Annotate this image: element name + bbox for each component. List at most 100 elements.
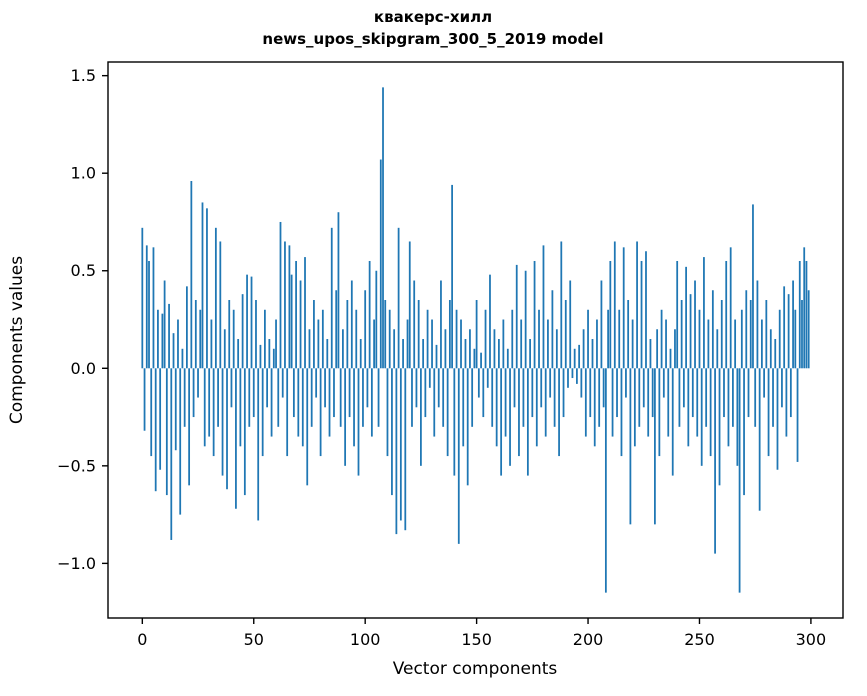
bar bbox=[703, 257, 705, 369]
bar bbox=[259, 344, 262, 369]
bar bbox=[437, 368, 440, 408]
bar bbox=[502, 319, 505, 369]
bar bbox=[165, 368, 168, 496]
bar bbox=[544, 368, 547, 437]
bar bbox=[319, 368, 322, 457]
bar bbox=[382, 87, 384, 369]
bar bbox=[682, 368, 685, 408]
bar bbox=[555, 329, 558, 369]
bar bbox=[172, 333, 175, 369]
bar bbox=[301, 368, 304, 447]
bar bbox=[513, 368, 516, 408]
bar bbox=[749, 300, 752, 369]
bar bbox=[500, 368, 503, 476]
bar bbox=[671, 368, 674, 476]
bar bbox=[542, 245, 545, 369]
bar bbox=[411, 368, 413, 427]
bar bbox=[569, 280, 572, 369]
bar bbox=[609, 260, 612, 369]
bar bbox=[333, 368, 335, 418]
bar bbox=[549, 368, 552, 398]
bar bbox=[203, 368, 206, 447]
bar bbox=[700, 368, 703, 466]
bar bbox=[732, 368, 734, 427]
bar bbox=[342, 329, 344, 369]
bar bbox=[362, 368, 364, 427]
bar bbox=[716, 329, 719, 369]
bar bbox=[466, 368, 469, 486]
bar bbox=[257, 368, 260, 521]
bar bbox=[475, 300, 478, 369]
bar bbox=[736, 368, 739, 466]
bar bbox=[183, 368, 186, 427]
x-tick-label: 250 bbox=[684, 630, 715, 649]
bar bbox=[785, 368, 788, 437]
bar bbox=[627, 300, 630, 369]
bar bbox=[208, 368, 211, 437]
bar bbox=[638, 368, 641, 427]
bar bbox=[747, 368, 750, 418]
y-tick-label: −0.5 bbox=[57, 456, 96, 475]
chart-title: квакерс-хилл bbox=[374, 8, 492, 26]
bar bbox=[613, 241, 616, 369]
y-tick-label: 0.5 bbox=[71, 261, 96, 280]
bar bbox=[350, 280, 353, 369]
bar bbox=[315, 368, 318, 398]
bar bbox=[306, 368, 309, 486]
bar bbox=[237, 339, 240, 369]
bar bbox=[375, 270, 378, 369]
bar bbox=[774, 339, 777, 369]
bar bbox=[498, 339, 500, 369]
bar bbox=[633, 368, 636, 447]
bar bbox=[564, 300, 567, 369]
bar bbox=[344, 368, 347, 466]
bar bbox=[540, 368, 543, 408]
bar bbox=[279, 221, 282, 369]
bar bbox=[689, 294, 692, 369]
bar bbox=[272, 348, 275, 369]
bar bbox=[522, 368, 525, 427]
bar bbox=[743, 368, 745, 496]
bar bbox=[402, 339, 404, 369]
bar bbox=[217, 368, 219, 427]
x-axis-label: Vector components bbox=[393, 659, 558, 679]
bar bbox=[275, 319, 277, 369]
bar bbox=[317, 319, 320, 369]
bar bbox=[453, 368, 456, 476]
bar bbox=[752, 204, 754, 369]
bar bbox=[154, 368, 157, 492]
bar bbox=[676, 260, 679, 369]
axis-ticks: 0 50 100 150 200 250 300 1.5 1.0 0.5 0.0 −0.5 −1.0 bbox=[57, 66, 826, 649]
bar bbox=[348, 368, 351, 418]
bar bbox=[221, 368, 224, 476]
bar bbox=[230, 368, 233, 408]
bar bbox=[451, 184, 453, 369]
bar bbox=[604, 368, 607, 593]
bar bbox=[758, 368, 761, 511]
bar bbox=[252, 368, 255, 418]
bar bbox=[576, 368, 578, 384]
bar bbox=[431, 319, 433, 369]
bar bbox=[424, 368, 427, 418]
bar bbox=[631, 319, 634, 369]
bar bbox=[148, 260, 150, 369]
bar bbox=[807, 290, 810, 369]
bar bbox=[602, 368, 605, 408]
bar bbox=[292, 368, 295, 418]
bar bbox=[264, 309, 266, 369]
bar bbox=[337, 212, 340, 369]
chart-subtitle: news_upos_skipgram_300_5_2019 model bbox=[262, 30, 603, 48]
bar bbox=[763, 368, 765, 398]
bar bbox=[228, 300, 231, 369]
bar bbox=[464, 339, 467, 369]
bar bbox=[366, 368, 369, 408]
bar bbox=[660, 309, 663, 369]
bar bbox=[662, 368, 665, 398]
bar bbox=[725, 260, 728, 369]
bar bbox=[299, 280, 302, 369]
x-tick-label: 150 bbox=[461, 630, 492, 649]
bar bbox=[787, 294, 790, 369]
bar bbox=[413, 280, 416, 369]
bar bbox=[377, 368, 380, 427]
bar bbox=[616, 368, 618, 418]
